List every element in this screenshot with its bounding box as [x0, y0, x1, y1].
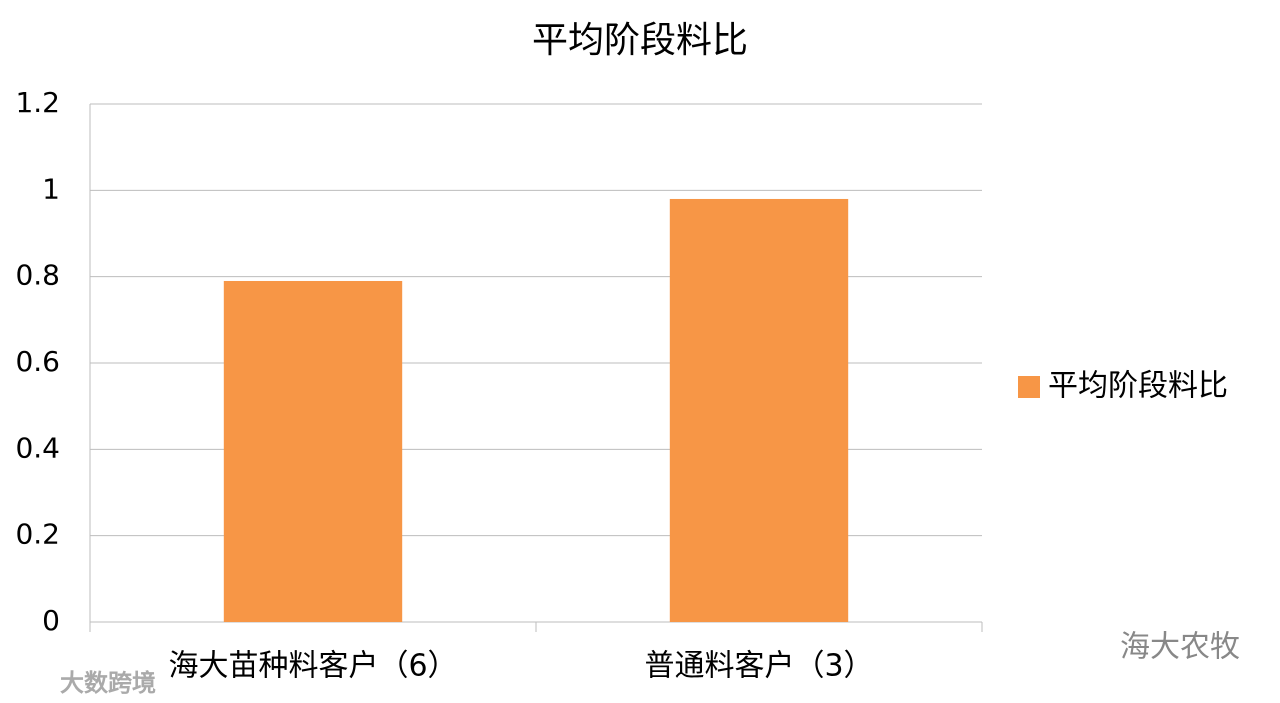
y-tick-label: 0.8	[15, 259, 60, 292]
watermark: 大数跨境	[60, 669, 156, 697]
bar	[669, 198, 849, 622]
y-tick-label: 0.2	[15, 518, 60, 551]
bar	[223, 280, 403, 622]
chart-title: 平均阶段料比	[532, 20, 748, 61]
x-tick-label: 普通料客户（3）	[644, 649, 873, 684]
y-tick-label: 0	[42, 604, 60, 637]
y-tick-label: 1	[42, 172, 60, 205]
x-tick-label: 海大苗种料客户（6）	[168, 649, 457, 684]
legend-swatch	[1018, 376, 1040, 398]
watermark: 海大农牧	[1120, 630, 1240, 665]
legend-label: 平均阶段料比	[1048, 369, 1228, 404]
y-tick-label: 0.4	[15, 431, 60, 464]
y-tick-label: 1.2	[15, 86, 60, 119]
y-tick-label: 0.6	[15, 345, 60, 378]
